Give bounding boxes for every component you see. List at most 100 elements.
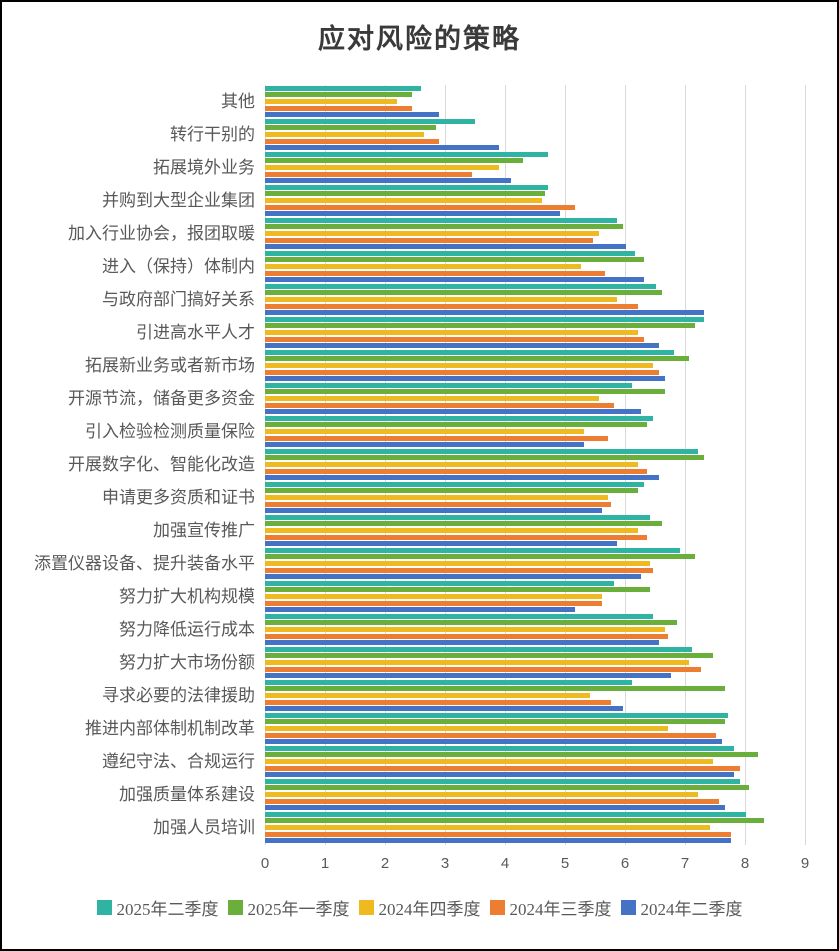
bar-2025年一季度 [265,653,713,659]
category-row: 努力扩大机构规模 [2,580,806,613]
bar-2025年二季度 [265,382,632,388]
bar-2024年二季度 [265,772,734,778]
bar-2025年二季度 [265,745,734,751]
legend-item: 2024年四季度 [358,895,481,920]
category-row: 其他 [2,85,806,118]
bar-2024年三季度 [265,336,644,342]
category-label: 其他 [221,92,255,111]
bar-group [265,382,806,415]
bar-2025年二季度 [265,250,635,256]
bar-2025年一季度 [265,686,725,692]
category-row: 开展数字化、智能化改造 [2,448,806,481]
bar-2025年二季度 [265,580,614,586]
category-row: 转行干别的 [2,118,806,151]
bar-2024年二季度 [265,640,659,646]
category-row: 加强人员培训 [2,811,806,844]
bar-2025年二季度 [265,349,674,355]
bar-2025年一季度 [265,554,695,560]
bar-2024年三季度 [265,732,716,738]
bar-2024年二季度 [265,706,623,712]
bar-group [265,712,806,745]
x-tick-label: 4 [500,855,510,872]
bar-2024年三季度 [265,831,731,837]
legend-swatch [96,900,112,915]
bar-2024年二季度 [265,838,731,844]
bar-2025年一季度 [265,356,689,362]
bar-2025年二季度 [265,514,650,520]
bar-2025年二季度 [265,85,422,91]
bar-2024年三季度 [265,468,647,474]
category-label: 引进高水平人才 [136,323,255,342]
bar-2025年一季度 [265,224,623,230]
bar-2024年二季度 [265,178,512,184]
bar-2024年二季度 [265,673,671,679]
bar-2025年二季度 [265,415,653,421]
bar-2024年四季度 [265,165,500,170]
bar-2024年四季度 [265,99,398,104]
bar-2024年三季度 [265,600,602,606]
x-axis: 0 1 2 3 4 5 6 7 8 9 [261,855,809,875]
category-row: 加入行业协会，报团取暖 [2,217,806,250]
bar-2024年四季度 [265,594,602,599]
category-label: 寻求必要的法律援助 [102,686,255,705]
bar-group [265,745,806,778]
category-label: 开源节流，储备更多资金 [68,389,255,408]
category-label: 遵纪守法、合规运行 [102,752,255,771]
bar-group [265,349,806,382]
category-row: 拓展新业务或者新市场 [2,349,806,382]
legend-swatch [227,900,243,915]
bar-2025年一季度 [265,818,764,824]
category-row: 加强质量体系建设 [2,778,806,811]
bar-2024年二季度 [265,805,725,811]
bar-2024年三季度 [265,237,593,243]
x-tick-label: 1 [320,855,330,872]
bar-2025年一季度 [265,488,638,494]
bar-2024年四季度 [265,759,713,764]
bar-2024年三季度 [265,204,575,210]
bar-2025年一季度 [265,455,704,461]
bar-2024年二季度 [265,739,722,745]
category-label: 拓展境外业务 [153,158,255,177]
bar-2025年二季度 [265,547,680,553]
bar-2024年三季度 [265,171,473,177]
bar-2025年一季度 [265,158,524,164]
bar-2024年二季度 [265,343,659,349]
bar-group [265,481,806,514]
bar-2025年一季度 [265,125,437,131]
bar-2025年一季度 [265,785,749,791]
x-tick-label: 3 [440,855,450,872]
chart-title: 应对风险的策略 [318,24,521,54]
bar-2024年三季度 [265,798,719,804]
category-row: 引入检验检测质量保险 [2,415,806,448]
bar-2025年一季度 [265,323,695,329]
bar-2024年四季度 [265,429,584,434]
bar-2025年二季度 [265,481,644,487]
chart-legend: 2025年二季度 2025年一季度 2024年四季度 2024年三季度 2024年二季度 [2,895,837,920]
bar-2024年四季度 [265,231,599,236]
bar-2024年四季度 [265,660,689,665]
x-tick-label: 8 [740,855,750,872]
bar-2024年四季度 [265,561,650,566]
legend-swatch [358,900,374,915]
bar-2024年二季度 [265,409,641,415]
bar-2025年一季度 [265,521,662,527]
bar-2024年三季度 [265,534,647,540]
bar-group [265,151,806,184]
category-row: 努力扩大市场份额 [2,646,806,679]
bar-2025年二季度 [265,778,740,784]
bar-group [265,811,806,844]
category-label: 进入（保持）体制内 [102,257,255,276]
x-tick-label: 5 [560,855,570,872]
category-label: 拓展新业务或者新市场 [85,356,255,375]
bar-2024年三季度 [265,501,611,507]
bar-2025年二季度 [265,184,548,190]
bar-2024年二季度 [265,574,641,580]
bar-2024年四季度 [265,462,638,467]
bar-2024年三季度 [265,699,611,705]
x-tick-label: 7 [680,855,690,872]
bar-2024年二季度 [265,244,626,250]
bar-group [265,250,806,283]
category-label: 与政府部门搞好关系 [102,290,255,309]
bar-2024年四季度 [265,297,617,302]
category-row: 与政府部门搞好关系 [2,283,806,316]
